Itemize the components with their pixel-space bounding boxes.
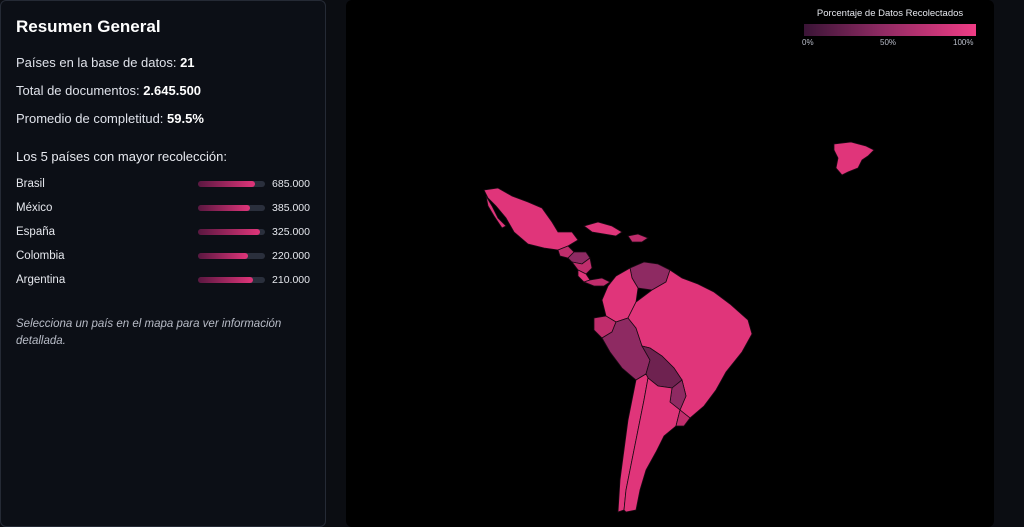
- top-country-bar: [198, 253, 266, 259]
- panel-title: Resumen General: [16, 17, 161, 36]
- top-countries-list: Brasil 685.000 México 385.000 España 325…: [16, 172, 310, 292]
- top-country-bar: [198, 229, 266, 235]
- top-country-value: 685.000: [272, 178, 310, 190]
- top-country-name: España: [16, 226, 56, 238]
- completeness-stat: Promedio de completitud: 59.5%: [16, 111, 310, 126]
- top-country-row: España 325.000: [16, 220, 310, 244]
- top-country-name: Colombia: [16, 250, 65, 262]
- map-canvas[interactable]: [346, 0, 994, 527]
- summary-panel: Resumen General Países en la base de dat…: [0, 0, 326, 527]
- top-country-value: 220.000: [272, 250, 310, 262]
- top-country-row: Brasil 685.000: [16, 172, 310, 196]
- top-country-value: 385.000: [272, 202, 310, 214]
- top-country-value: 210.000: [272, 274, 310, 286]
- legend-gradient: [804, 24, 976, 36]
- top-country-bar-fill: [198, 277, 253, 283]
- countries-stat: Países en la base de datos: 21: [16, 55, 310, 70]
- top-country-value: 325.000: [272, 226, 310, 238]
- legend-tick-mid: 50%: [880, 38, 897, 47]
- documents-stat: Total de documentos: 2.645.500: [16, 83, 310, 98]
- completeness-label: Promedio de completitud:: [16, 111, 164, 126]
- legend-tick-min: 0%: [802, 38, 814, 47]
- top-country-name: Brasil: [16, 178, 45, 190]
- country-mexico[interactable]: [483, 187, 579, 251]
- top-countries-title: Los 5 países con mayor recolección:: [16, 149, 227, 164]
- top-country-row: México 385.000: [16, 196, 310, 220]
- map-legend: Porcentaje de Datos Recolectados 0% 50% …: [802, 8, 978, 52]
- top-country-row: Colombia 220.000: [16, 244, 310, 268]
- map-panel[interactable]: Porcentaje de Datos Recolectados 0% 50% …: [346, 0, 994, 527]
- completeness-value: 59.5%: [167, 111, 204, 126]
- country-mexico-baja[interactable]: [485, 195, 507, 229]
- legend-title: Porcentaje de Datos Recolectados: [816, 8, 964, 19]
- top-country-bar: [198, 205, 266, 211]
- country-panama[interactable]: [582, 277, 611, 287]
- top-country-bar: [198, 277, 266, 283]
- country-cuba[interactable]: [583, 221, 623, 237]
- country-spain[interactable]: [833, 141, 875, 176]
- country-argentina[interactable]: [623, 377, 681, 513]
- top-country-row: Argentina 210.000: [16, 268, 310, 292]
- documents-value: 2.645.500: [143, 83, 202, 98]
- top-country-bar-fill: [198, 229, 260, 235]
- top-country-bar-fill: [198, 181, 255, 187]
- top-country-name: México: [16, 202, 53, 214]
- top-country-name: Argentina: [16, 274, 66, 286]
- countries-value: 21: [180, 55, 195, 70]
- country-dominican-republic[interactable]: [627, 233, 649, 243]
- legend-ticks: 0% 50% 100%: [802, 38, 978, 52]
- legend-tick-max: 100%: [953, 38, 974, 47]
- country-uruguay[interactable]: [675, 409, 691, 427]
- map-hint: Selecciona un país en el mapa para ver i…: [16, 318, 282, 347]
- top-country-bar-fill: [198, 253, 249, 259]
- top-country-bar-fill: [198, 205, 251, 211]
- top-country-bar: [198, 181, 266, 187]
- documents-label: Total de documentos:: [16, 83, 140, 98]
- countries-label: Países en la base de datos:: [16, 55, 177, 70]
